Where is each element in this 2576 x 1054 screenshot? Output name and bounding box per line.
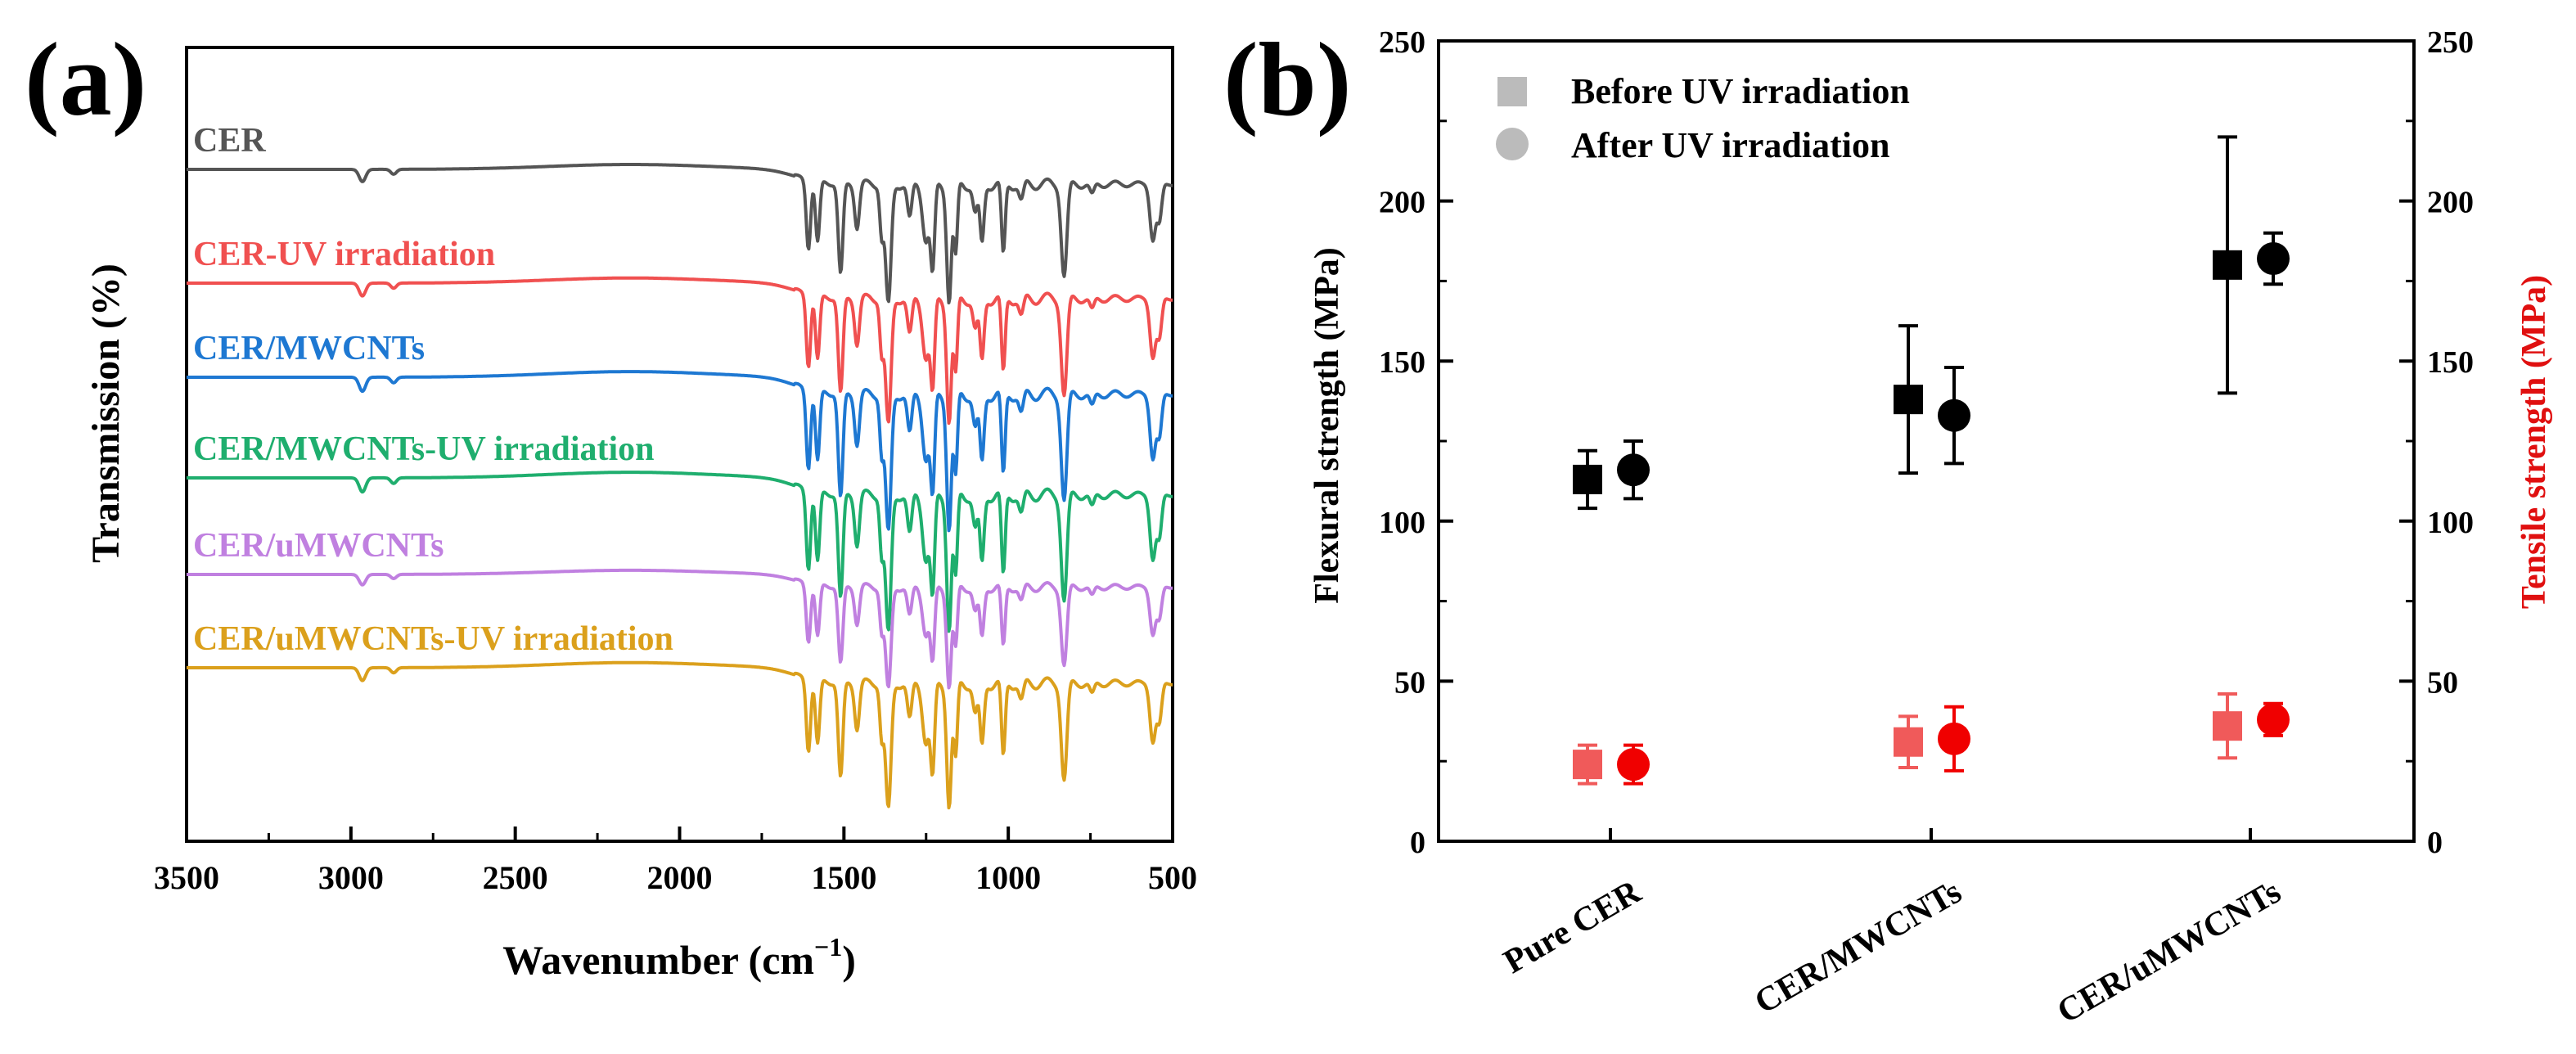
legend-before-label: Before UV irradiation bbox=[1571, 71, 1910, 111]
panel-b-data-points bbox=[1573, 135, 2290, 786]
square-marker bbox=[1894, 385, 1923, 415]
right-y-tick-label: 200 bbox=[2427, 186, 2474, 220]
circle-marker bbox=[2257, 242, 2290, 276]
panel-b-left-y-axis-label: Flexural strength (MPa) bbox=[1308, 247, 1346, 603]
circle-marker bbox=[2257, 703, 2290, 736]
data-point-group bbox=[2213, 135, 2242, 395]
panel-a-label: (a) bbox=[25, 21, 146, 137]
panel-a-x-axis-label: Wavenumber (cm−1) bbox=[502, 932, 856, 983]
panel-b-right-y-axis-label: Tensile strength (MPa) bbox=[2515, 275, 2553, 609]
right-y-tick-label: 150 bbox=[2427, 345, 2474, 380]
data-point-group bbox=[1573, 448, 1602, 511]
spectrum-trace bbox=[186, 276, 1173, 426]
panel-a-traces bbox=[186, 163, 1173, 810]
spectrum-trace bbox=[186, 370, 1173, 533]
data-point-group bbox=[1617, 439, 1650, 501]
data-point-group bbox=[1894, 714, 1923, 770]
x-tick-label: 1000 bbox=[975, 859, 1041, 896]
trace-label: CER/MWCNTs-UV irradiation bbox=[193, 430, 655, 468]
data-point-group bbox=[1573, 743, 1602, 786]
x-tick-label: 2500 bbox=[483, 859, 548, 896]
right-y-tick-label: 0 bbox=[2427, 826, 2443, 860]
spectrum-trace bbox=[186, 568, 1173, 690]
panel-a-y-axis-label: Transmission (%) bbox=[84, 264, 128, 563]
data-point-group bbox=[1938, 705, 1970, 772]
circle-marker bbox=[1938, 399, 1970, 432]
panel-a-x-ticks: 3500 3000 2500 2000 1500 1000 500 bbox=[154, 827, 1197, 896]
data-point-group bbox=[1894, 324, 1923, 475]
panel-b-strength-chart: (b) 0 50 100 150 200 250 0 50 100 150 200 250 Pure… bbox=[1223, 21, 2553, 1031]
square-marker bbox=[2213, 711, 2242, 741]
left-y-tick-label: 250 bbox=[1379, 25, 1425, 60]
spectrum-trace bbox=[186, 660, 1173, 810]
square-marker bbox=[1573, 750, 1602, 780]
right-y-tick-label: 100 bbox=[2427, 506, 2474, 540]
panel-a-ftir-chart: (a) CER CER-UV irradiation CER/MWCNTs CER/M… bbox=[25, 21, 1197, 983]
spectrum-trace bbox=[186, 471, 1173, 633]
trace-label: CER/uMWCNTs-UV irradiation bbox=[193, 620, 673, 658]
category-label: CER/MWCNTs bbox=[1749, 873, 1968, 1021]
panel-b-left-y-ticks: 0 50 100 150 200 250 bbox=[1379, 25, 1453, 860]
trace-label: CER/MWCNTs bbox=[193, 330, 425, 367]
circle-marker bbox=[1617, 748, 1650, 781]
legend-after-label: After UV irradiation bbox=[1571, 125, 1889, 165]
panel-b-legend: Before UV irradiation After UV irradiati… bbox=[1496, 71, 1910, 165]
data-point-group bbox=[1617, 743, 1650, 786]
x-tick-label: 500 bbox=[1148, 859, 1197, 896]
legend-square-marker bbox=[1497, 77, 1527, 106]
left-y-tick-label: 200 bbox=[1379, 186, 1425, 220]
square-marker bbox=[2213, 250, 2242, 280]
data-point-group bbox=[1938, 366, 1970, 466]
left-y-tick-label: 100 bbox=[1379, 506, 1425, 540]
data-point-group bbox=[2213, 692, 2242, 760]
data-point-group bbox=[2257, 701, 2290, 737]
right-y-tick-label: 50 bbox=[2427, 665, 2458, 700]
x-tick-label: 3000 bbox=[318, 859, 384, 896]
left-y-tick-label: 150 bbox=[1379, 345, 1425, 380]
x-tick-label: 2000 bbox=[647, 859, 713, 896]
x-tick-label: 1500 bbox=[811, 859, 876, 896]
circle-marker bbox=[1617, 453, 1650, 487]
data-point-group bbox=[2257, 231, 2290, 286]
panel-b-x-ticks: Pure CER CER/MWCNTs CER/uMWCNTs bbox=[1497, 828, 2287, 1031]
square-marker bbox=[1894, 727, 1923, 757]
panel-a-trace-labels: CER CER-UV irradiation CER/MWCNTs CER/MWCNT… bbox=[193, 122, 673, 658]
panel-b-right-y-ticks: 0 50 100 150 200 250 bbox=[2399, 25, 2474, 860]
left-y-tick-label: 0 bbox=[1410, 826, 1425, 860]
panel-b-label: (b) bbox=[1223, 21, 1351, 137]
trace-label: CER/uMWCNTs bbox=[193, 527, 444, 565]
square-marker bbox=[1573, 464, 1602, 494]
trace-label: CER-UV irradiation bbox=[193, 236, 495, 273]
category-label: CER/uMWCNTs bbox=[2051, 873, 2287, 1031]
left-y-tick-label: 50 bbox=[1394, 665, 1425, 700]
spectrum-trace bbox=[186, 163, 1173, 304]
trace-label: CER bbox=[193, 122, 266, 160]
right-y-tick-label: 250 bbox=[2427, 25, 2474, 60]
legend-circle-marker bbox=[1496, 128, 1529, 160]
circle-marker bbox=[1938, 722, 1970, 755]
x-tick-label: 3500 bbox=[154, 859, 219, 896]
category-label: Pure CER bbox=[1497, 872, 1648, 981]
